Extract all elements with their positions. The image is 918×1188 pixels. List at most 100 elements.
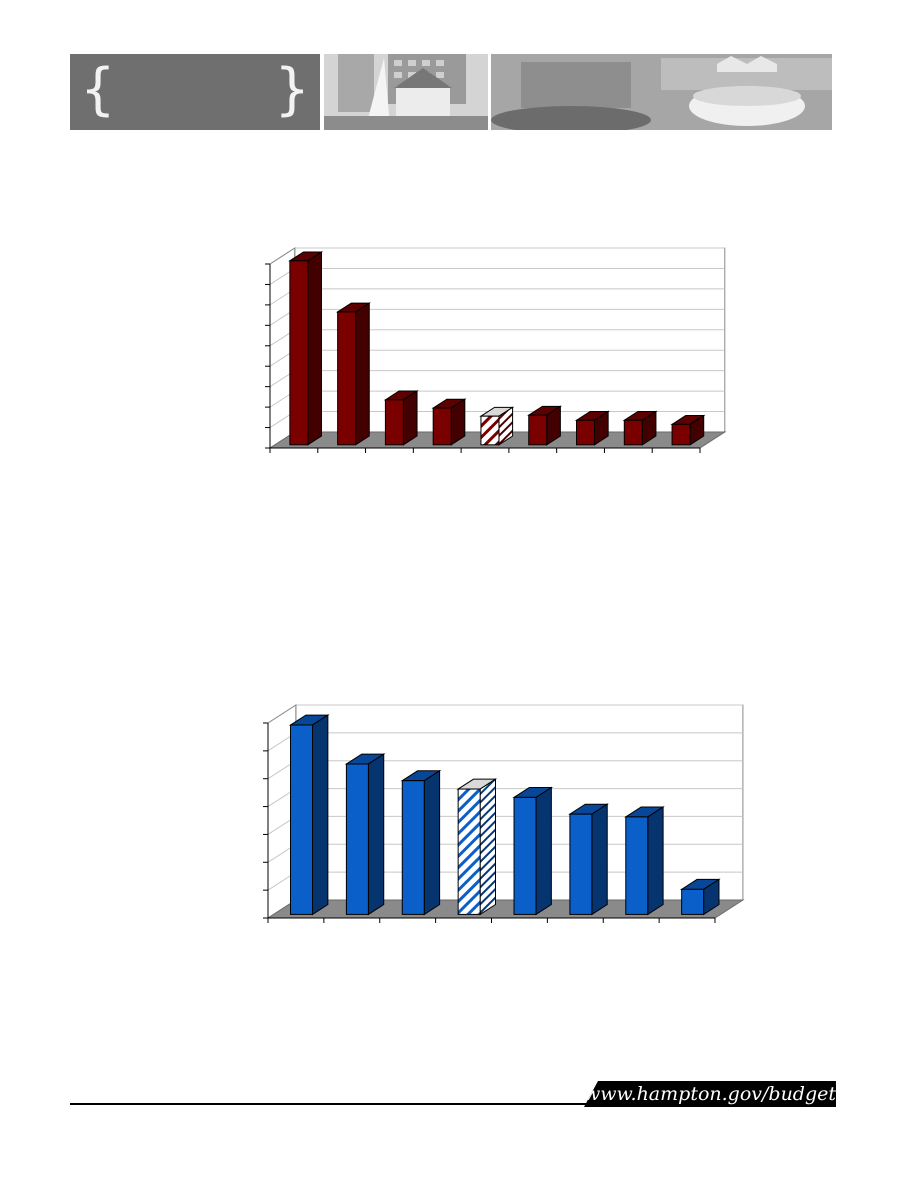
left-brace-icon: { <box>80 57 116 122</box>
bar-side <box>591 803 608 916</box>
bar-front <box>569 813 593 915</box>
bar-front <box>625 816 649 915</box>
gridline-side <box>269 288 296 306</box>
bar-side <box>479 778 496 916</box>
bar-top <box>574 410 610 421</box>
bar-side <box>402 390 418 446</box>
bar-top <box>527 405 563 416</box>
bar <box>574 410 610 446</box>
bar-top <box>288 251 324 262</box>
bar-front <box>289 260 309 446</box>
bar-front <box>513 796 537 915</box>
bar-top <box>624 806 665 818</box>
bar-top <box>383 390 419 401</box>
bar-side <box>535 786 552 916</box>
bar-top <box>670 415 706 425</box>
bar <box>624 806 665 916</box>
bar-top <box>288 714 330 726</box>
chart-side-wall <box>269 247 296 449</box>
bar-top <box>344 753 386 765</box>
gridline-side <box>267 704 297 724</box>
gridline-side <box>267 760 297 780</box>
gridline-side <box>269 329 296 347</box>
bar-top <box>679 878 721 890</box>
bar <box>479 406 515 446</box>
marina-photo <box>324 54 488 130</box>
bar-side <box>647 806 664 916</box>
bar <box>383 390 419 446</box>
bar-top <box>622 410 658 421</box>
bar-side <box>641 410 657 446</box>
gridline-side <box>269 390 296 408</box>
gridline-side <box>269 308 296 326</box>
bar-side <box>703 878 720 916</box>
chart-floor <box>268 431 727 449</box>
bar-top <box>512 787 554 798</box>
bar-front <box>345 763 369 915</box>
bar-front <box>432 407 452 446</box>
right-brace-icon: } <box>274 57 310 122</box>
header-banner: { } <box>70 54 832 130</box>
bar-front <box>671 423 691 446</box>
bar-front <box>401 780 425 915</box>
bar-side <box>423 769 441 916</box>
bar <box>335 302 371 446</box>
bar <box>288 714 330 916</box>
bar-front <box>384 399 404 446</box>
bar-side <box>307 251 322 446</box>
bar-side <box>498 406 514 446</box>
gridline-side <box>269 349 296 367</box>
bar <box>431 398 467 446</box>
bar-side <box>689 414 705 446</box>
bar-side <box>546 405 561 446</box>
bar-top <box>479 406 515 417</box>
gridline-side <box>267 899 297 919</box>
bar <box>670 414 706 446</box>
chart-back-wall <box>294 247 726 433</box>
bar-top <box>568 803 609 815</box>
bar <box>622 410 658 446</box>
bar-front <box>681 888 705 915</box>
bar <box>568 803 609 916</box>
bar-front <box>457 788 481 915</box>
gridline-side <box>267 788 297 807</box>
bar <box>344 753 386 916</box>
bar <box>400 769 442 916</box>
bar-front <box>623 419 643 446</box>
header-title-panel: { } <box>70 54 320 130</box>
chart-back-wall <box>295 704 744 901</box>
chart-floor <box>266 899 745 919</box>
gridline-side <box>269 411 296 428</box>
bar <box>679 878 721 916</box>
chart-side-wall <box>267 704 297 919</box>
gridline-side <box>267 816 297 835</box>
bar-side <box>367 753 385 916</box>
gridline-side <box>267 843 297 863</box>
gridline-side <box>269 247 296 265</box>
bar-side <box>450 398 466 446</box>
bar-front <box>480 415 500 446</box>
bar-top <box>335 302 371 313</box>
bar <box>288 251 324 446</box>
bar-front <box>290 724 314 915</box>
gridline-side <box>269 268 296 285</box>
aerial-photo <box>491 54 832 130</box>
bar-front <box>576 419 596 446</box>
footer-rule <box>70 1103 590 1105</box>
gridline-side <box>267 732 297 752</box>
bar <box>512 786 554 916</box>
bar-front <box>528 414 548 446</box>
bar-top <box>456 778 498 790</box>
bar-top <box>431 398 467 409</box>
footer-url[interactable]: www.hampton.gov/budget <box>584 1081 837 1107</box>
gridline-side <box>267 871 297 891</box>
gridline-side <box>269 370 296 388</box>
bar-side <box>355 302 370 446</box>
bar <box>456 778 498 916</box>
bar-side <box>312 714 329 916</box>
bar-front <box>337 311 357 446</box>
gridline-side <box>269 431 296 449</box>
bar-side <box>594 410 609 446</box>
